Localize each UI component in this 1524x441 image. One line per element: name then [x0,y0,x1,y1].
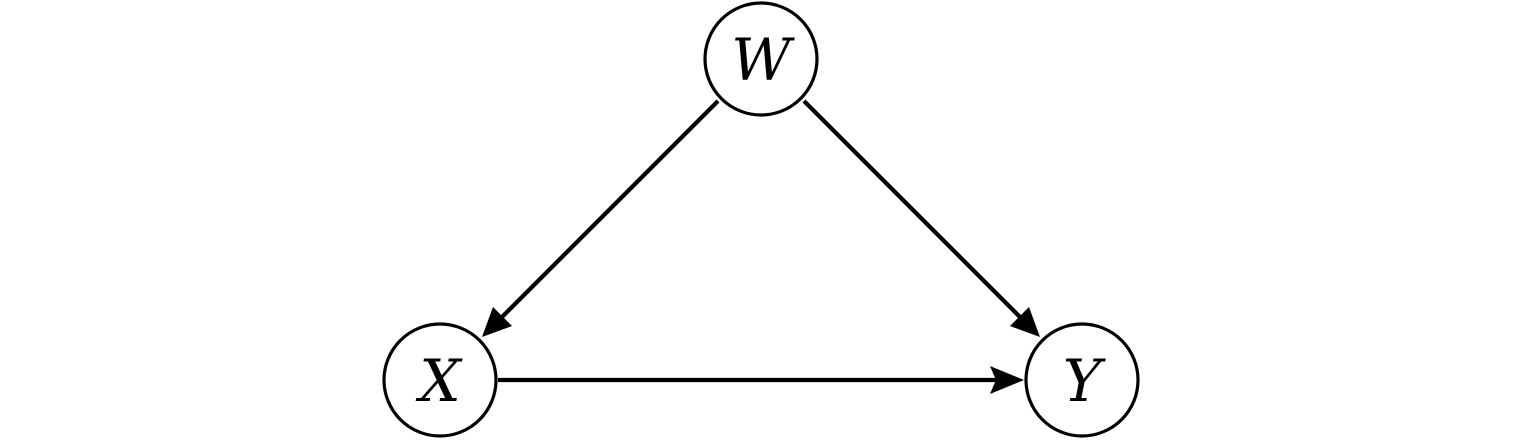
node-w: W [703,1,819,117]
edge-x-to-y [498,366,1024,394]
nodes-layer: W X Y [382,1,1140,438]
edge-w-to-y [802,99,1040,337]
arrowhead-icon [1010,307,1040,337]
node-x: X [382,322,498,438]
node-y: Y [1024,322,1140,438]
edge-w-to-x [482,99,720,337]
arrowhead-icon [482,307,512,337]
node-y-label: Y [1063,347,1106,415]
arrowhead-icon [990,366,1024,394]
node-w-label: W [731,26,795,94]
node-x-label: X [415,347,463,415]
edges-layer [482,99,1040,394]
